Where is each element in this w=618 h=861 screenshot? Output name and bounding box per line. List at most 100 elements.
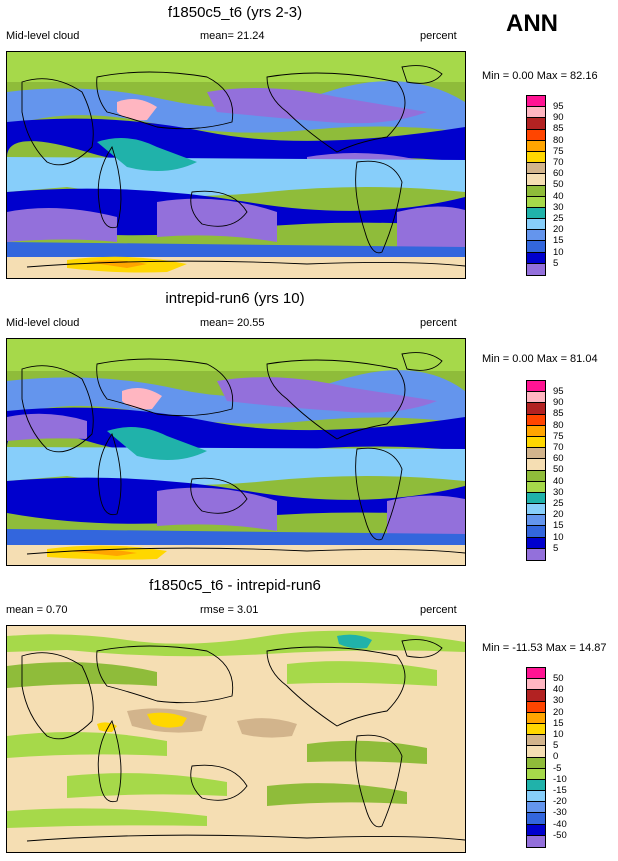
panel-1-title: f1850c5_t6 (yrs 2-3) (167, 4, 303, 21)
panel-3-colorbar (526, 667, 546, 848)
panel-2-colorbar-label: 20 (553, 509, 564, 520)
panel-1-variable-label: Mid-level cloud (6, 30, 80, 42)
panel-3-colorbar-label: 15 (553, 718, 564, 729)
panel-2-colorbar-label: 80 (553, 420, 564, 431)
panel-2-swatch (527, 492, 545, 505)
panel-3-swatch (527, 791, 545, 803)
panel-2-swatch (527, 425, 545, 437)
panel-2-colorbar-label: 5 (553, 543, 559, 554)
panel-2-minmax: Min = 0.00 Max = 81.04 (482, 353, 598, 365)
panel-2-swatch (527, 515, 545, 527)
season-label: ANN (506, 10, 558, 37)
panel-1-colorbar-label: 85 (553, 123, 564, 134)
panel-3-swatch (527, 723, 545, 736)
panel-2-swatch (527, 526, 545, 538)
panel-1-swatch (527, 140, 545, 152)
panel-1-swatch (527, 163, 545, 175)
panel-2-title: intrepid-run6 (yrs 10) (165, 290, 305, 307)
panel-1-swatch (527, 174, 545, 186)
panel-3-colorbar-label: -50 (553, 830, 567, 841)
panel-1-swatch (527, 241, 545, 253)
panel-1-swatch (527, 118, 545, 130)
panel-2-colorbar-label: 95 (553, 386, 564, 397)
panel-2-swatch (527, 504, 545, 516)
panel-1-colorbar-label: 40 (553, 191, 564, 202)
panel-2-colorbar-label: 85 (553, 408, 564, 419)
panel-3-colorbar-label: 5 (553, 740, 559, 751)
panel-2-units-label: percent (420, 317, 457, 329)
panel-2-colorbar-label: 10 (553, 532, 564, 543)
panel-2-swatch (527, 470, 545, 482)
panel-1-colorbar-label: 5 (553, 258, 559, 269)
panel-3-swatch (527, 712, 545, 724)
panel-1-colorbar-label: 95 (553, 101, 564, 112)
panel-1-map (6, 51, 466, 279)
panel-3-swatch (527, 779, 545, 792)
panel-2-swatch (527, 448, 545, 460)
panel-3-swatch (527, 735, 545, 747)
panel-2-mean-label: mean= 20.55 (200, 317, 265, 329)
panel-3-rmse-label: rmse = 3.01 (200, 604, 259, 616)
panel-2-swatch (527, 537, 545, 549)
panel-1-swatch (527, 219, 545, 231)
panel-3-units-label: percent (420, 604, 457, 616)
panel-1-swatch (527, 207, 545, 220)
panel-2-colorbar-label: 25 (553, 498, 564, 509)
panel-3-title: f1850c5_t6 - intrepid-run6 (149, 577, 321, 594)
panel-1-colorbar-label: 90 (553, 112, 564, 123)
panel-1-colorbar-label: 20 (553, 224, 564, 235)
panel-2-colorbar (526, 380, 546, 561)
panel-1-swatch (527, 185, 545, 197)
panel-1-units-label: percent (420, 30, 457, 42)
panel-2-swatch (527, 392, 545, 404)
panel-3-colorbar-label: 30 (553, 695, 564, 706)
panel-1-colorbar-label: 15 (553, 235, 564, 246)
panel-1-colorbar-label: 30 (553, 202, 564, 213)
panel-3-colorbar-label: 0 (553, 751, 559, 762)
panel-1-colorbar-label: 25 (553, 213, 564, 224)
panel-1-swatch (527, 230, 545, 242)
panel-1-colorbar-label: 50 (553, 179, 564, 190)
panel-3-colorbar-label: 40 (553, 684, 564, 695)
panel-3-colorbar-label: -20 (553, 796, 567, 807)
panel-3-swatch (527, 668, 545, 680)
panel-3-colorbar-label: -10 (553, 774, 567, 785)
panel-2-colorbar-label: 60 (553, 453, 564, 464)
panel-1-colorbar-label: 60 (553, 168, 564, 179)
panel-1-colorbar-label: 80 (553, 135, 564, 146)
panel-3-colorbar-label: -5 (553, 763, 562, 774)
panel-2-map (6, 338, 466, 566)
panel-2-colorbar-label: 50 (553, 464, 564, 475)
panel-2-map-svg (7, 339, 465, 565)
panel-1-swatch (527, 196, 545, 208)
panel-3-swatch (527, 679, 545, 691)
panel-2-colorbar-label: 70 (553, 442, 564, 453)
panel-3-swatch (527, 757, 545, 769)
panel-2-variable-label: Mid-level cloud (6, 317, 80, 329)
panel-2-swatch (527, 381, 545, 393)
panel-1-minmax: Min = 0.00 Max = 82.16 (482, 70, 598, 82)
panel-1-swatch (527, 129, 545, 141)
panel-1-swatch (527, 96, 545, 108)
panel-2-swatch (527, 414, 545, 426)
panel-3-swatch (527, 701, 545, 713)
panel-3-swatch (527, 835, 545, 847)
panel-3-colorbar-label: -15 (553, 785, 567, 796)
panel-3-mean-label: mean = 0.70 (6, 604, 68, 616)
panel-1-colorbar-label: 10 (553, 247, 564, 258)
panel-3-map-svg (7, 626, 465, 852)
panel-1-map-svg (7, 52, 465, 278)
panel-2-colorbar-label: 90 (553, 397, 564, 408)
panel-2-colorbar-label: 15 (553, 520, 564, 531)
panel-1-swatch (527, 252, 545, 264)
panel-3-swatch (527, 824, 545, 836)
panel-3-colorbar-label: 10 (553, 729, 564, 740)
panel-3-swatch (527, 746, 545, 758)
panel-3-minmax: Min = -11.53 Max = 14.87 (482, 642, 607, 654)
panel-3-swatch (527, 802, 545, 814)
panel-2-colorbar-label: 40 (553, 476, 564, 487)
panel-3-map (6, 625, 466, 853)
panel-2-swatch (527, 548, 545, 560)
panel-3-swatch (527, 768, 545, 780)
panel-3-colorbar-label: -40 (553, 819, 567, 830)
